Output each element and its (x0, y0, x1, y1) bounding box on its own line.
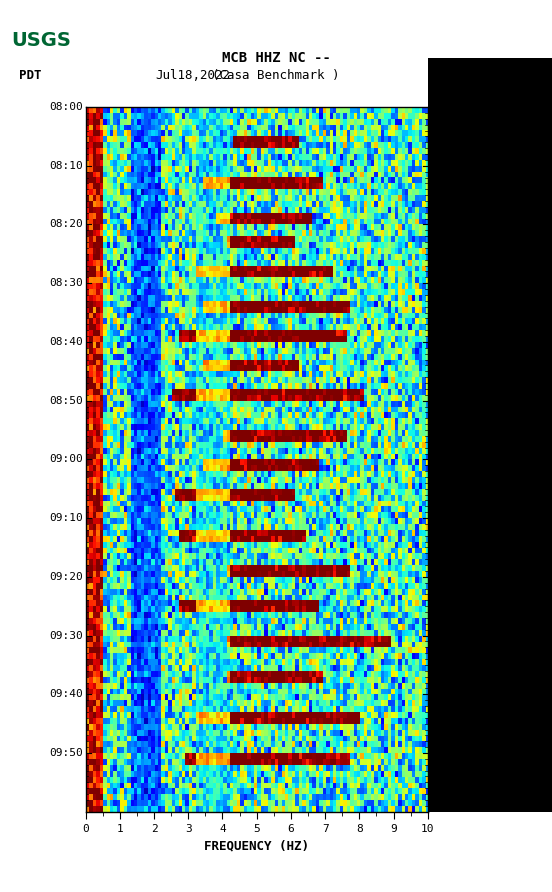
Text: 09:40: 09:40 (49, 690, 83, 699)
Text: 16:00: 16:00 (431, 454, 464, 465)
Text: 16:50: 16:50 (431, 748, 464, 758)
Text: 09:20: 09:20 (49, 572, 83, 582)
Text: 08:30: 08:30 (49, 278, 83, 288)
Text: 15:40: 15:40 (431, 337, 464, 347)
Text: (Casa Benchmark ): (Casa Benchmark ) (213, 70, 339, 82)
Text: 16:20: 16:20 (431, 572, 464, 582)
Text: 16:10: 16:10 (431, 513, 464, 523)
Text: 15:10: 15:10 (431, 161, 464, 170)
Text: 09:50: 09:50 (49, 748, 83, 758)
Text: Jul18,2022: Jul18,2022 (156, 70, 231, 82)
Text: MCB HHZ NC --: MCB HHZ NC -- (221, 51, 331, 65)
Text: 08:10: 08:10 (49, 161, 83, 170)
Text: USGS: USGS (11, 31, 71, 50)
Text: 09:10: 09:10 (49, 513, 83, 523)
Text: 08:50: 08:50 (49, 396, 83, 406)
Text: PDT: PDT (19, 70, 42, 82)
Text: 15:20: 15:20 (431, 219, 464, 229)
Text: 15:50: 15:50 (431, 396, 464, 406)
Text: 16:40: 16:40 (431, 690, 464, 699)
Text: 08:00: 08:00 (49, 102, 83, 112)
Text: 08:40: 08:40 (49, 337, 83, 347)
Text: UTC: UTC (431, 70, 453, 82)
X-axis label: FREQUENCY (HZ): FREQUENCY (HZ) (204, 839, 309, 852)
Text: 08:20: 08:20 (49, 219, 83, 229)
Text: 16:30: 16:30 (431, 631, 464, 640)
Text: 15:00: 15:00 (431, 102, 464, 112)
Text: 09:30: 09:30 (49, 631, 83, 640)
Text: 15:30: 15:30 (431, 278, 464, 288)
Text: 09:00: 09:00 (49, 454, 83, 465)
